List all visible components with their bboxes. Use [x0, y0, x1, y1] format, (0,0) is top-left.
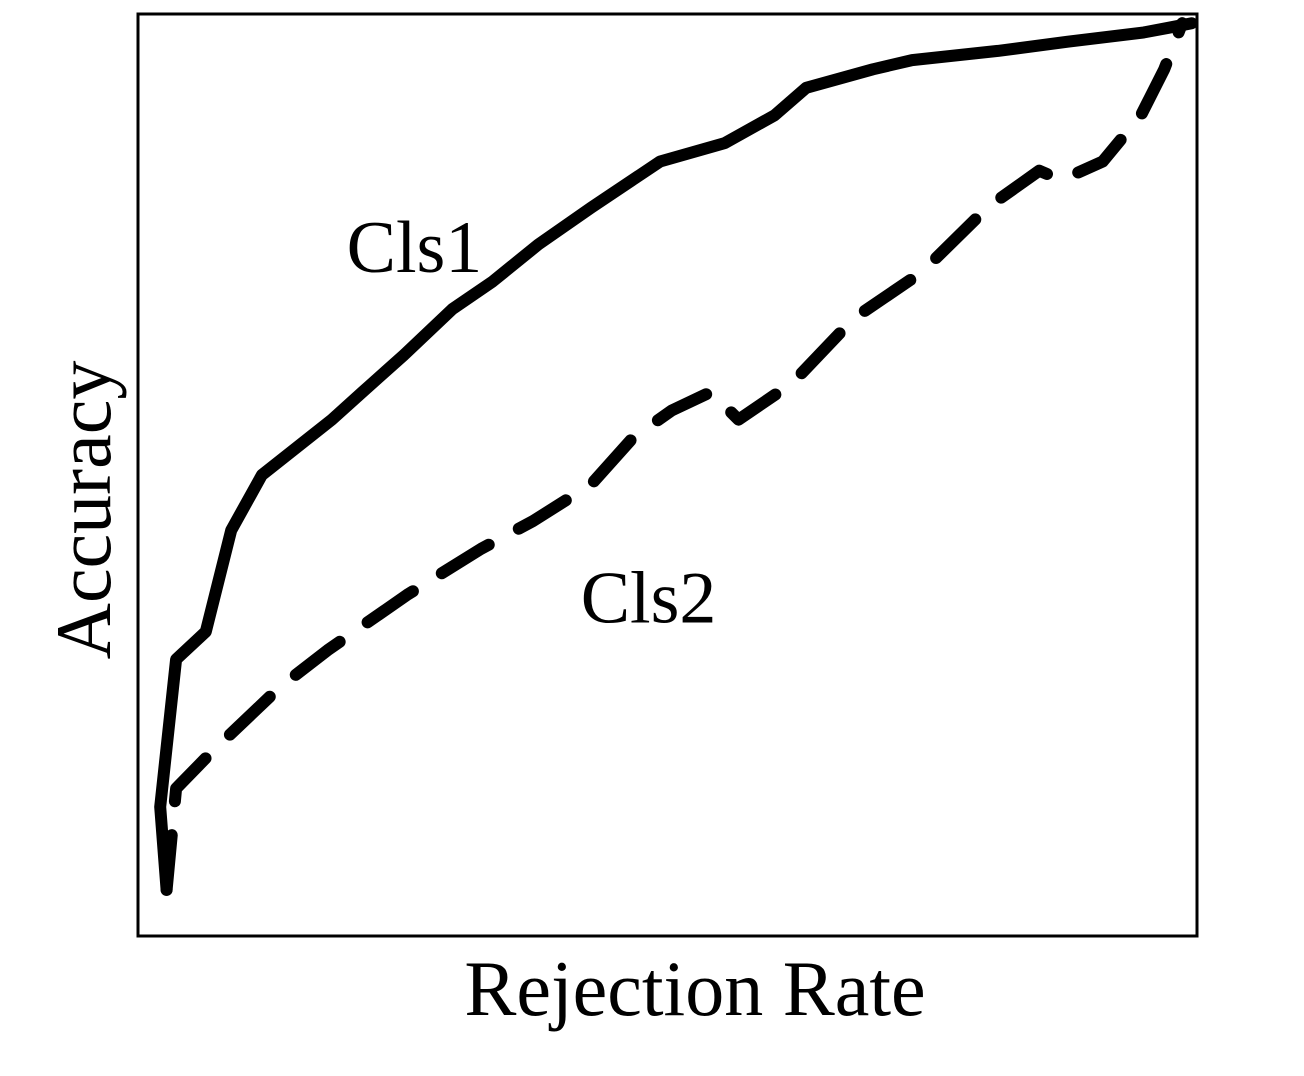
- series-cls2: [160, 17, 1189, 896]
- y-axis-label: Accuracy: [40, 361, 127, 660]
- series-layer: [154, 17, 1198, 896]
- series-line-cls1: [154, 17, 1198, 896]
- series-label-2: Cls2: [581, 558, 717, 640]
- annotation-layer: Cls1 Cls2: [347, 207, 717, 639]
- series-cls1: [154, 17, 1198, 896]
- series-label-1: Cls1: [347, 207, 483, 289]
- plot-frame: [136, 12, 1199, 938]
- x-axis-label: Rejection Rate: [464, 945, 925, 1032]
- series-line-cls2: [160, 17, 1189, 896]
